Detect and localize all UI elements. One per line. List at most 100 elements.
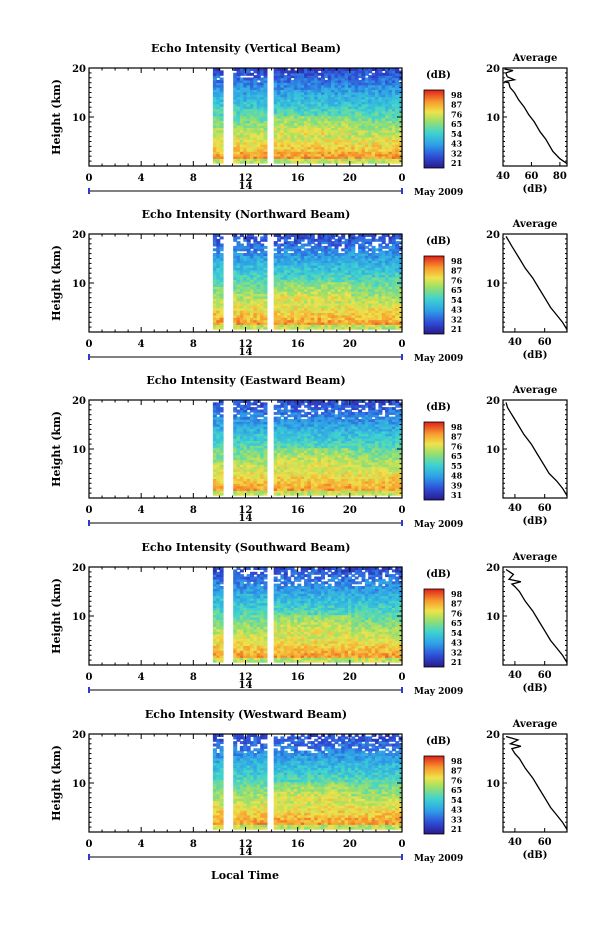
- heatmap-cell: [395, 312, 400, 316]
- heatmap-cell: [358, 89, 363, 93]
- colorbar-tick-label: 43: [451, 305, 463, 315]
- heatmap-cell: [304, 77, 309, 81]
- heatmap-cell: [364, 122, 369, 126]
- heatmap-cell: [324, 120, 329, 124]
- heatmap-cell: [375, 274, 379, 278]
- heatmap-cell: [395, 257, 400, 261]
- heatmap-cell: [260, 279, 265, 283]
- heatmap-cell: [239, 269, 244, 273]
- heatmap-cell: [307, 87, 312, 90]
- heatmap-cell: [368, 68, 373, 71]
- heatmap-cell: [371, 255, 376, 259]
- heatmap-cell: [233, 234, 238, 237]
- heatmap-cell: [348, 148, 352, 152]
- heatmap-cell: [290, 317, 295, 321]
- heatmap-cell: [354, 96, 359, 100]
- heatmap-cell: [277, 319, 282, 323]
- colorbar-tick-label: 76: [451, 275, 463, 285]
- heatmap-cell: [300, 326, 305, 330]
- heatmap-cell: [304, 310, 309, 313]
- heatmap-cell: [361, 144, 366, 147]
- heatmap-cell: [388, 305, 393, 309]
- heatmap-cell: [395, 84, 400, 88]
- heatmap-cell: [280, 300, 285, 304]
- heatmap-cell: [219, 326, 224, 330]
- heatmap-cell: [233, 464, 238, 468]
- heatmap-cell: [334, 281, 339, 285]
- heatmap-cell: [243, 283, 248, 287]
- heatmap-cell: [283, 236, 288, 240]
- heatmap-cell: [368, 243, 373, 247]
- heatmap-cell: [290, 82, 295, 86]
- heatmap-cell: [307, 79, 312, 83]
- heatmap-cell: [212, 82, 217, 86]
- heatmap-cell: [293, 101, 298, 105]
- heatmap-cell: [287, 281, 292, 285]
- heatmap-cell: [351, 317, 356, 321]
- heatmap-cell: [371, 305, 376, 309]
- heatmap-cell: [277, 279, 282, 283]
- heatmap-cell: [375, 158, 379, 162]
- heatmap-cell: [233, 120, 238, 124]
- heatmap-cell: [246, 77, 251, 81]
- heatmap-cell: [354, 79, 359, 83]
- heatmap-cell: [388, 272, 393, 275]
- heatmap-cell: [385, 122, 390, 126]
- heatmap-cell: [263, 125, 268, 128]
- heatmap-cell: [239, 485, 244, 489]
- heatmap-cell: [324, 293, 329, 297]
- heatmap-cell: [290, 125, 295, 128]
- heatmap-cell: [287, 84, 292, 88]
- heatmap-cell: [293, 248, 298, 252]
- heatmap-cell: [239, 253, 244, 256]
- heatmap-cell: [253, 281, 258, 285]
- x-tick-label: 0: [399, 339, 406, 350]
- heatmap-cell: [348, 89, 352, 93]
- heatmap-cell: [297, 141, 302, 145]
- heatmap-cell: [304, 91, 309, 95]
- heatmap-cell: [233, 430, 238, 434]
- heatmap-cell: [246, 473, 251, 477]
- heatmap-cell: [344, 291, 349, 294]
- heatmap-cell: [368, 302, 373, 306]
- heatmap-cell: [260, 253, 265, 256]
- heatmap-cell: [385, 82, 390, 86]
- heatmap-cell: [304, 108, 309, 112]
- heatmap-cell: [233, 487, 238, 491]
- heatmap-cell: [361, 72, 366, 76]
- heatmap-cell: [256, 108, 261, 112]
- heatmap-cell: [344, 94, 349, 98]
- x-tick-label: 12: [239, 339, 253, 350]
- heatmap-cell: [277, 238, 282, 242]
- heatmap-cell: [381, 236, 386, 240]
- heatmap-cell: [280, 108, 285, 112]
- heatmap-cell: [398, 144, 403, 147]
- heatmap-cell: [358, 281, 363, 285]
- heatmap-cell: [337, 115, 342, 119]
- heatmap-cell: [246, 260, 251, 264]
- heatmap-cell: [344, 302, 349, 306]
- heatmap-cell: [263, 302, 268, 306]
- heatmap-cell: [280, 113, 285, 117]
- heatmap-cell: [378, 94, 383, 98]
- heatmap-cell: [310, 300, 315, 304]
- heatmap-cell: [283, 260, 288, 264]
- heatmap-cell: [304, 295, 309, 299]
- heatmap-cell: [348, 312, 352, 316]
- heatmap-cell: [344, 110, 349, 114]
- heatmap-cell: [331, 250, 336, 254]
- heatmap-cell: [290, 295, 295, 299]
- heatmap-cell: [395, 274, 400, 278]
- heatmap-cell: [304, 283, 309, 287]
- heatmap-cell: [324, 82, 329, 86]
- heatmap-cell: [375, 108, 379, 112]
- heatmap-cell: [293, 295, 298, 299]
- heatmap-cell: [239, 84, 244, 88]
- heatmap-cell: [314, 153, 319, 157]
- heatmap-cell: [287, 248, 292, 252]
- heatmap-cell: [391, 248, 396, 252]
- heatmap-cell: [344, 300, 349, 304]
- heatmap-cell: [246, 113, 251, 117]
- heatmap-cell: [381, 134, 386, 138]
- heatmap-cell: [395, 110, 400, 114]
